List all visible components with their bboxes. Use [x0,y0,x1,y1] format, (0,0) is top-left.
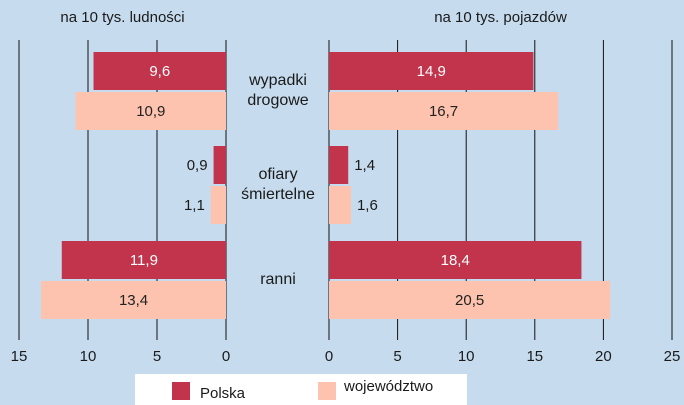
panel-title: na 10 tys. ludności [60,9,184,26]
bar [210,186,226,224]
x-tick-label: 10 [80,348,97,365]
x-tick-label: 25 [664,348,681,365]
value-label: 10,9 [136,103,165,120]
value-label: 1,1 [184,197,205,214]
value-label: 0,9 [187,157,208,174]
bar [329,281,611,319]
bar [61,241,226,279]
x-tick-label: 10 [458,348,475,365]
x-tick-label: 15 [11,348,28,365]
value-label: 20,5 [455,292,484,309]
value-label: 9,6 [149,63,170,80]
category-label: ofiary śmiertelne [241,166,315,203]
legend-swatch [172,382,190,400]
value-label: 16,7 [429,103,458,120]
legend-swatch [318,382,336,400]
value-label: 18,4 [441,252,470,269]
bar [41,281,226,319]
legend-box [135,374,467,405]
value-label: 14,9 [417,63,446,80]
value-label: 11,9 [130,252,158,269]
x-tick-label: 20 [595,348,612,365]
category-label: ranni [260,271,296,288]
value-label: 1,4 [354,157,375,174]
bar [213,146,226,184]
x-tick-label: 0 [325,348,333,365]
category-label: wypadki drogowe [247,72,309,109]
x-tick-label: 15 [526,348,543,365]
legend-label: Polska [200,385,246,402]
bar [329,92,559,130]
bar [329,146,349,184]
x-tick-label: 0 [222,348,230,365]
value-label: 1,6 [357,197,378,214]
panel-title: na 10 tys. pojazdów [434,9,567,26]
legend-label: województwo [343,378,433,395]
bar [75,92,226,130]
value-label: 13,4 [119,292,148,309]
x-tick-label: 5 [153,348,161,365]
bar [93,52,227,90]
bar [329,52,534,90]
x-tick-label: 5 [393,348,401,365]
bar [329,241,582,279]
bar [329,186,351,224]
